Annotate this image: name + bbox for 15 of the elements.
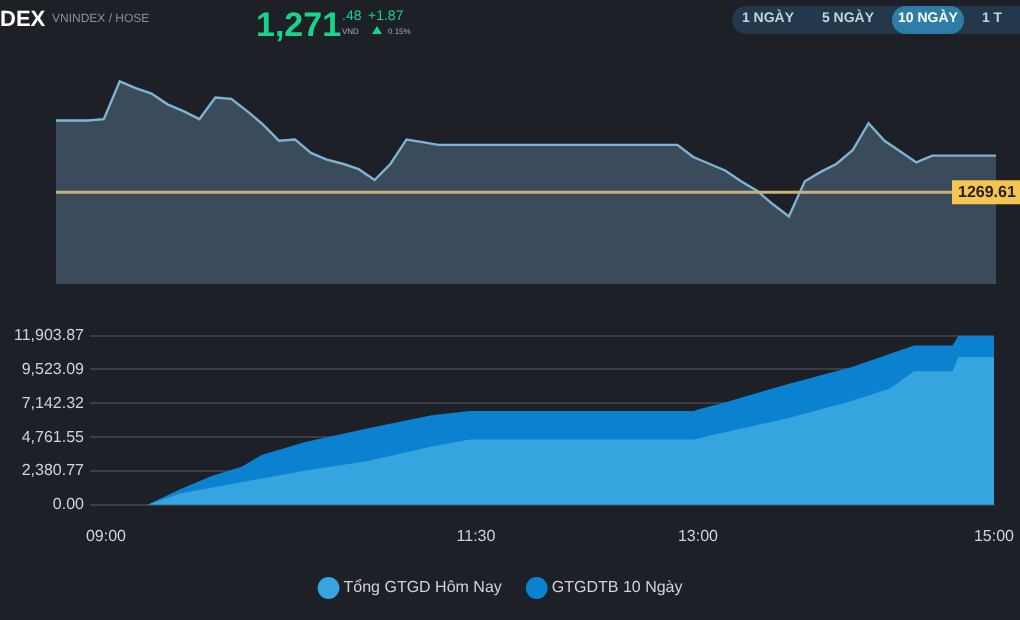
- x-tick-label: 15:00: [973, 526, 1016, 545]
- text: 1,271: [256, 6, 342, 46]
- text: DEX: [0, 8, 46, 32]
- x-tick-label: 11:30: [456, 526, 497, 545]
- y-tick-label: 0.00: [52, 495, 86, 514]
- x-tick-label: 13:00: [677, 526, 720, 545]
- y-tick-label: 4,761.55: [21, 427, 86, 446]
- y-tick-label: 9,523.09: [21, 359, 86, 378]
- legend-label: GTGDTB 10 Ngày: [551, 578, 683, 597]
- x-tick-label: 09:00: [85, 526, 128, 545]
- y-tick-label: 11,903.87: [13, 326, 86, 345]
- annotation: 1269.61: [958, 182, 1017, 201]
- y-tick-label: 2,380.77: [21, 461, 86, 480]
- y-tick-label: 7,142.32: [21, 393, 86, 412]
- legend-label: Tổng GTGD Hôm Nay: [343, 578, 502, 597]
